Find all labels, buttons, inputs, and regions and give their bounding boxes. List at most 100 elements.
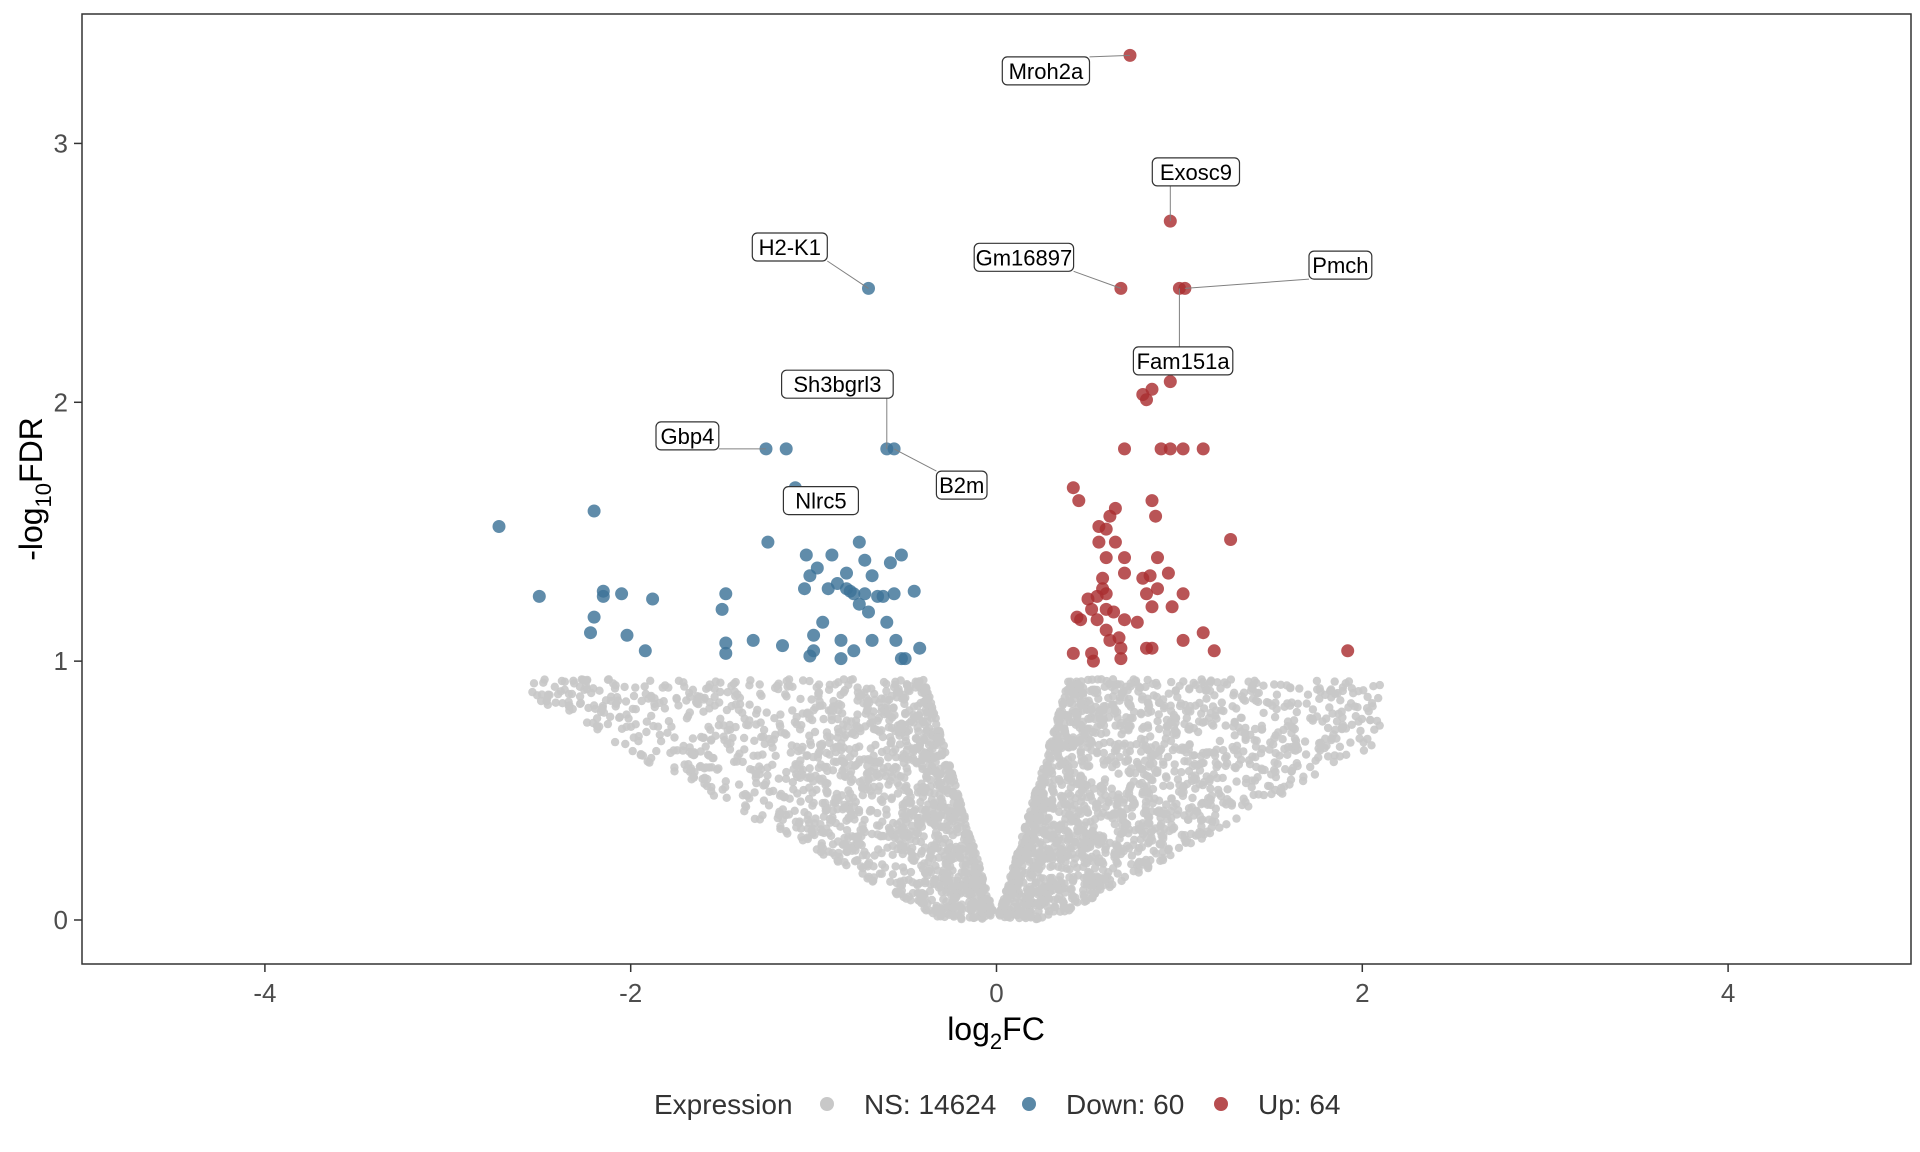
- ns-point: [1210, 691, 1219, 700]
- ns-point: [935, 734, 945, 743]
- ns-point: [1073, 818, 1082, 827]
- ns-point: [1138, 829, 1148, 839]
- ns-point: [1039, 789, 1048, 798]
- ns-point: [1104, 693, 1113, 703]
- ns-point: [749, 751, 758, 760]
- ns-point: [557, 676, 567, 686]
- up-point: [1099, 522, 1113, 536]
- gene-labels: Mroh2a Exosc9 H2-K1 Gm16897 Pmch Fam151a Sh3bg…: [655, 54, 1373, 516]
- ns-point: [1167, 677, 1176, 687]
- ns-point: [1089, 784, 1099, 793]
- ns-point: [1271, 767, 1280, 777]
- ns-point: [888, 850, 897, 859]
- ns-point: [921, 805, 930, 814]
- ns-point: [926, 782, 935, 791]
- ns-point: [924, 694, 933, 704]
- ns-point: [1375, 680, 1385, 690]
- ns-point: [716, 714, 725, 723]
- ns-point: [955, 813, 965, 822]
- up-point: [1086, 654, 1100, 668]
- ns-point: [809, 798, 818, 808]
- y-tick-label: 2: [54, 387, 68, 417]
- ns-point: [1099, 738, 1109, 748]
- ns-point: [884, 723, 893, 732]
- ns-point: [820, 798, 830, 808]
- x-axis-title: log2FC: [947, 1011, 1045, 1054]
- ns-point: [745, 700, 754, 709]
- ns-point: [1230, 731, 1239, 740]
- ns-point: [1193, 807, 1202, 816]
- ns-point: [886, 739, 896, 748]
- ns-point: [765, 787, 774, 796]
- ns-point: [689, 773, 699, 782]
- ns-point: [1076, 825, 1086, 834]
- ns-point: [825, 750, 834, 759]
- ns-point: [1034, 858, 1043, 867]
- ns-point: [750, 736, 759, 745]
- ns-point: [917, 822, 927, 831]
- ns-point: [1367, 741, 1376, 750]
- ns-point: [1045, 742, 1054, 751]
- ns-point: [809, 705, 818, 715]
- ns-point: [804, 783, 814, 792]
- up-point: [1118, 566, 1131, 580]
- ns-point: [1247, 683, 1256, 692]
- up-point: [1163, 442, 1177, 456]
- ns-point: [1066, 783, 1076, 792]
- down-point: [847, 644, 861, 658]
- ns-point: [575, 692, 585, 701]
- gene-label: Nlrc5: [795, 489, 846, 514]
- ns-point: [1292, 707, 1302, 717]
- down-point: [638, 644, 652, 658]
- gene-label: Mroh2a: [1009, 59, 1084, 84]
- ns-point: [1129, 840, 1138, 849]
- ns-point: [1099, 748, 1109, 758]
- ns-point: [817, 739, 827, 748]
- ns-point: [822, 805, 831, 815]
- ns-point: [1331, 725, 1340, 734]
- ns-point: [1107, 682, 1116, 692]
- ns-point: [723, 726, 732, 735]
- ns-point: [1148, 679, 1158, 689]
- ns-point: [1272, 690, 1282, 699]
- ns-point: [729, 679, 739, 688]
- ns-point: [869, 707, 878, 716]
- ns-point: [879, 677, 889, 687]
- ns-point: [1186, 707, 1195, 716]
- ns-point: [1206, 677, 1216, 686]
- label-connector: [1184, 278, 1310, 289]
- ns-point: [667, 722, 676, 731]
- ns-point: [889, 818, 898, 828]
- ns-point: [1283, 699, 1292, 708]
- ns-point: [1195, 685, 1204, 694]
- ns-point: [1159, 781, 1168, 791]
- ns-point: [1076, 700, 1085, 709]
- ns-point: [828, 806, 838, 816]
- ns-point: [1078, 688, 1088, 698]
- ns-point: [1259, 708, 1268, 718]
- ns-point: [834, 848, 843, 858]
- ns-point: [1159, 806, 1168, 815]
- ns-point: [1070, 768, 1079, 777]
- ns-point: [1024, 842, 1033, 852]
- ns-point: [685, 743, 694, 752]
- ns-point: [1074, 837, 1083, 846]
- ns-point: [1113, 803, 1122, 812]
- ns-point: [1178, 791, 1188, 801]
- up-point: [1143, 569, 1157, 583]
- ns-point: [1118, 844, 1127, 854]
- ns-point: [1346, 699, 1356, 708]
- ns-point: [985, 896, 994, 905]
- ns-point: [1033, 795, 1043, 805]
- ns-point: [1198, 780, 1208, 790]
- ns-point: [910, 806, 919, 816]
- ns-point: [782, 767, 791, 777]
- ns-point: [965, 834, 974, 844]
- legend-title: Expression: [654, 1089, 793, 1120]
- ns-point: [1157, 819, 1166, 828]
- label-connector: [827, 260, 869, 289]
- ns-point: [803, 810, 813, 820]
- down-point: [894, 548, 908, 562]
- down-point: [858, 553, 872, 567]
- ns-point: [832, 789, 841, 799]
